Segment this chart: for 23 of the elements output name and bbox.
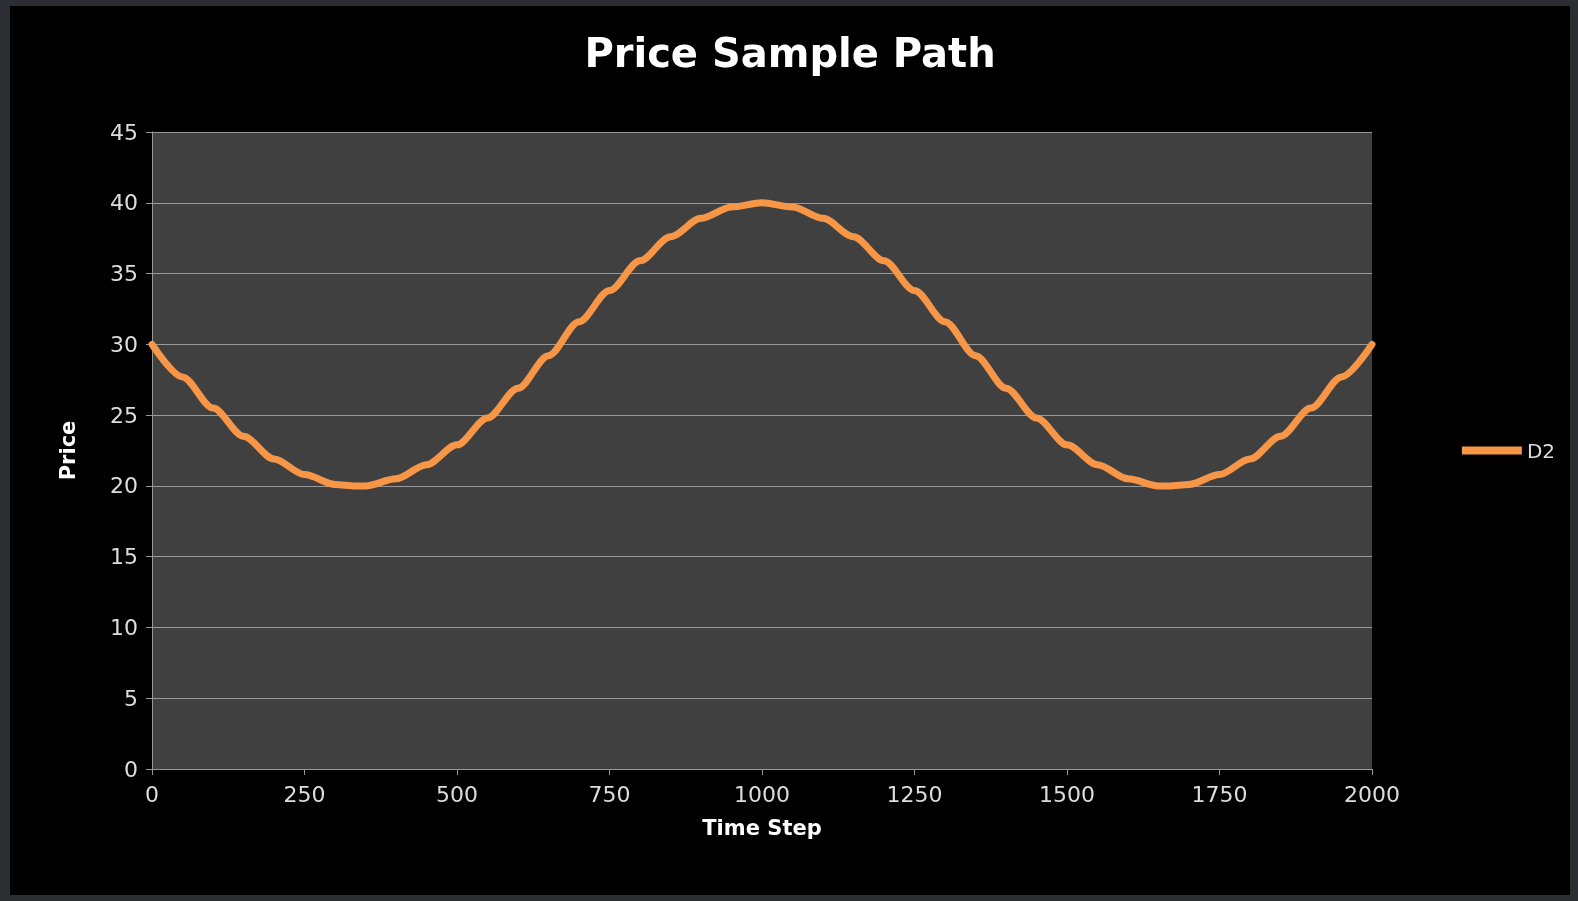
x-tick-label: 750 xyxy=(588,781,631,807)
y-axis-title: Price xyxy=(55,420,80,481)
y-tick-label: 35 xyxy=(110,261,138,287)
y-tick-label: 40 xyxy=(110,190,138,216)
legend-label: D2 xyxy=(1526,438,1555,463)
y-tick-label: 25 xyxy=(110,402,138,428)
y-tick-label: 45 xyxy=(110,119,138,145)
y-tick-label: 10 xyxy=(110,614,138,640)
x-tick-label: 0 xyxy=(145,781,159,807)
y-tick-label: 5 xyxy=(124,685,138,711)
y-tick-label: 0 xyxy=(124,756,138,782)
x-tick-label: 2000 xyxy=(1344,781,1400,807)
chart-title: Price Sample Path xyxy=(584,30,996,76)
x-axis-title: Time Step xyxy=(702,815,822,840)
x-tick-label: 1500 xyxy=(1039,781,1095,807)
x-tick-label: 1000 xyxy=(734,781,790,807)
x-tick-label: 250 xyxy=(283,781,326,807)
x-tick-label: 1250 xyxy=(886,781,943,807)
y-tick-label: 30 xyxy=(110,331,138,357)
x-tick-label: 1750 xyxy=(1191,781,1248,807)
y-tick-label: 15 xyxy=(110,544,138,570)
x-tick-label: 500 xyxy=(436,781,478,807)
y-tick-label: 20 xyxy=(110,473,138,499)
